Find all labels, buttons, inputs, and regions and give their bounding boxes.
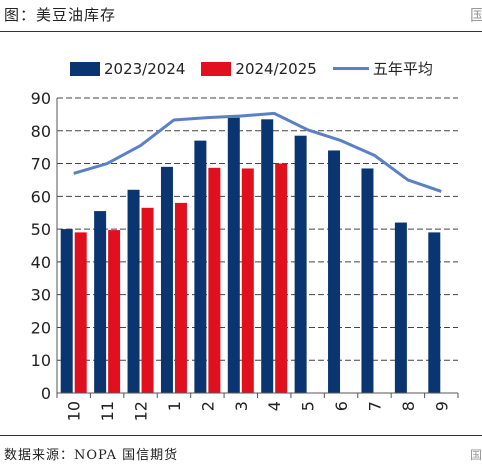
x-tick-label: 3 [232, 401, 251, 411]
x-tick-label: 2 [198, 401, 217, 411]
x-tick-label: 7 [365, 401, 384, 411]
corner-watermark-bottom: 国 [470, 448, 482, 462]
x-tick-label: 12 [132, 401, 151, 421]
bottom-divider [0, 435, 482, 436]
x-tick-label: 10 [65, 401, 84, 421]
source-note: 数据来源：NOPA 国信期货 [4, 448, 179, 463]
avg-line [73, 111, 442, 193]
bar-2023-2024 [294, 135, 307, 393]
x-tick-label: 1 [165, 401, 184, 411]
bar-2023-2024 [261, 119, 274, 394]
y-tick-label: 20 [31, 318, 51, 337]
x-tick-label: 4 [265, 401, 284, 411]
legend-label-2024: 2024/2025 [235, 59, 317, 78]
bar-2023-2024 [194, 140, 207, 393]
bar-2023-2024 [94, 211, 107, 393]
legend-swatch-2024 [201, 61, 232, 76]
bar-2024-2025 [74, 232, 87, 393]
y-tick-label: 40 [31, 253, 51, 272]
bar-2023-2024 [394, 222, 407, 393]
bar-2023-2024 [127, 189, 140, 393]
x-tick-label: 11 [98, 401, 117, 421]
bar-2023-2024 [227, 117, 240, 394]
x-tick-label: 6 [332, 401, 351, 411]
top-divider [0, 31, 482, 32]
x-tick-label: 9 [432, 401, 451, 411]
bars-layer [60, 117, 441, 394]
bar-2023-2024 [428, 232, 441, 393]
bar-2024-2025 [275, 163, 288, 393]
bar-2024-2025 [108, 230, 121, 393]
y-tick-label: 90 [31, 89, 51, 108]
y-tick-label: 70 [31, 155, 51, 174]
bar-2024-2025 [174, 202, 187, 393]
bar-2023-2024 [328, 150, 341, 393]
bar-2024-2025 [141, 207, 154, 393]
y-tick-label: 0 [41, 384, 51, 403]
legend-item-avg: 五年平均 [332, 58, 433, 79]
chart-legend: 2023/2024 2024/2025 五年平均 [70, 58, 449, 79]
line-layer [73, 111, 442, 193]
legend-label-avg: 五年平均 [372, 60, 433, 78]
legend-item-2023: 2023/2024 [70, 60, 185, 78]
bar-2024-2025 [241, 168, 254, 393]
bar-2023-2024 [361, 168, 374, 393]
legend-label-2023: 2023/2024 [104, 59, 186, 78]
y-tick-label: 30 [31, 286, 51, 305]
bar-2023-2024 [160, 166, 173, 393]
grid-layer [57, 97, 458, 361]
figure-title: 图：美豆油库存 [4, 6, 117, 24]
x-tick-label: 8 [399, 401, 418, 411]
y-tick-label: 60 [31, 187, 51, 206]
bar-2023-2024 [60, 229, 73, 393]
legend-swatch-avg [332, 67, 369, 70]
legend-item-2024: 2024/2025 [201, 59, 317, 78]
x-tick-label: 5 [299, 401, 318, 411]
y-tick-label: 80 [31, 122, 51, 141]
bar-2024-2025 [208, 167, 221, 393]
y-tick-label: 50 [31, 220, 51, 239]
corner-watermark: 国 [470, 6, 482, 24]
legend-swatch-2023 [70, 61, 100, 76]
y-tick-label: 10 [31, 351, 51, 370]
